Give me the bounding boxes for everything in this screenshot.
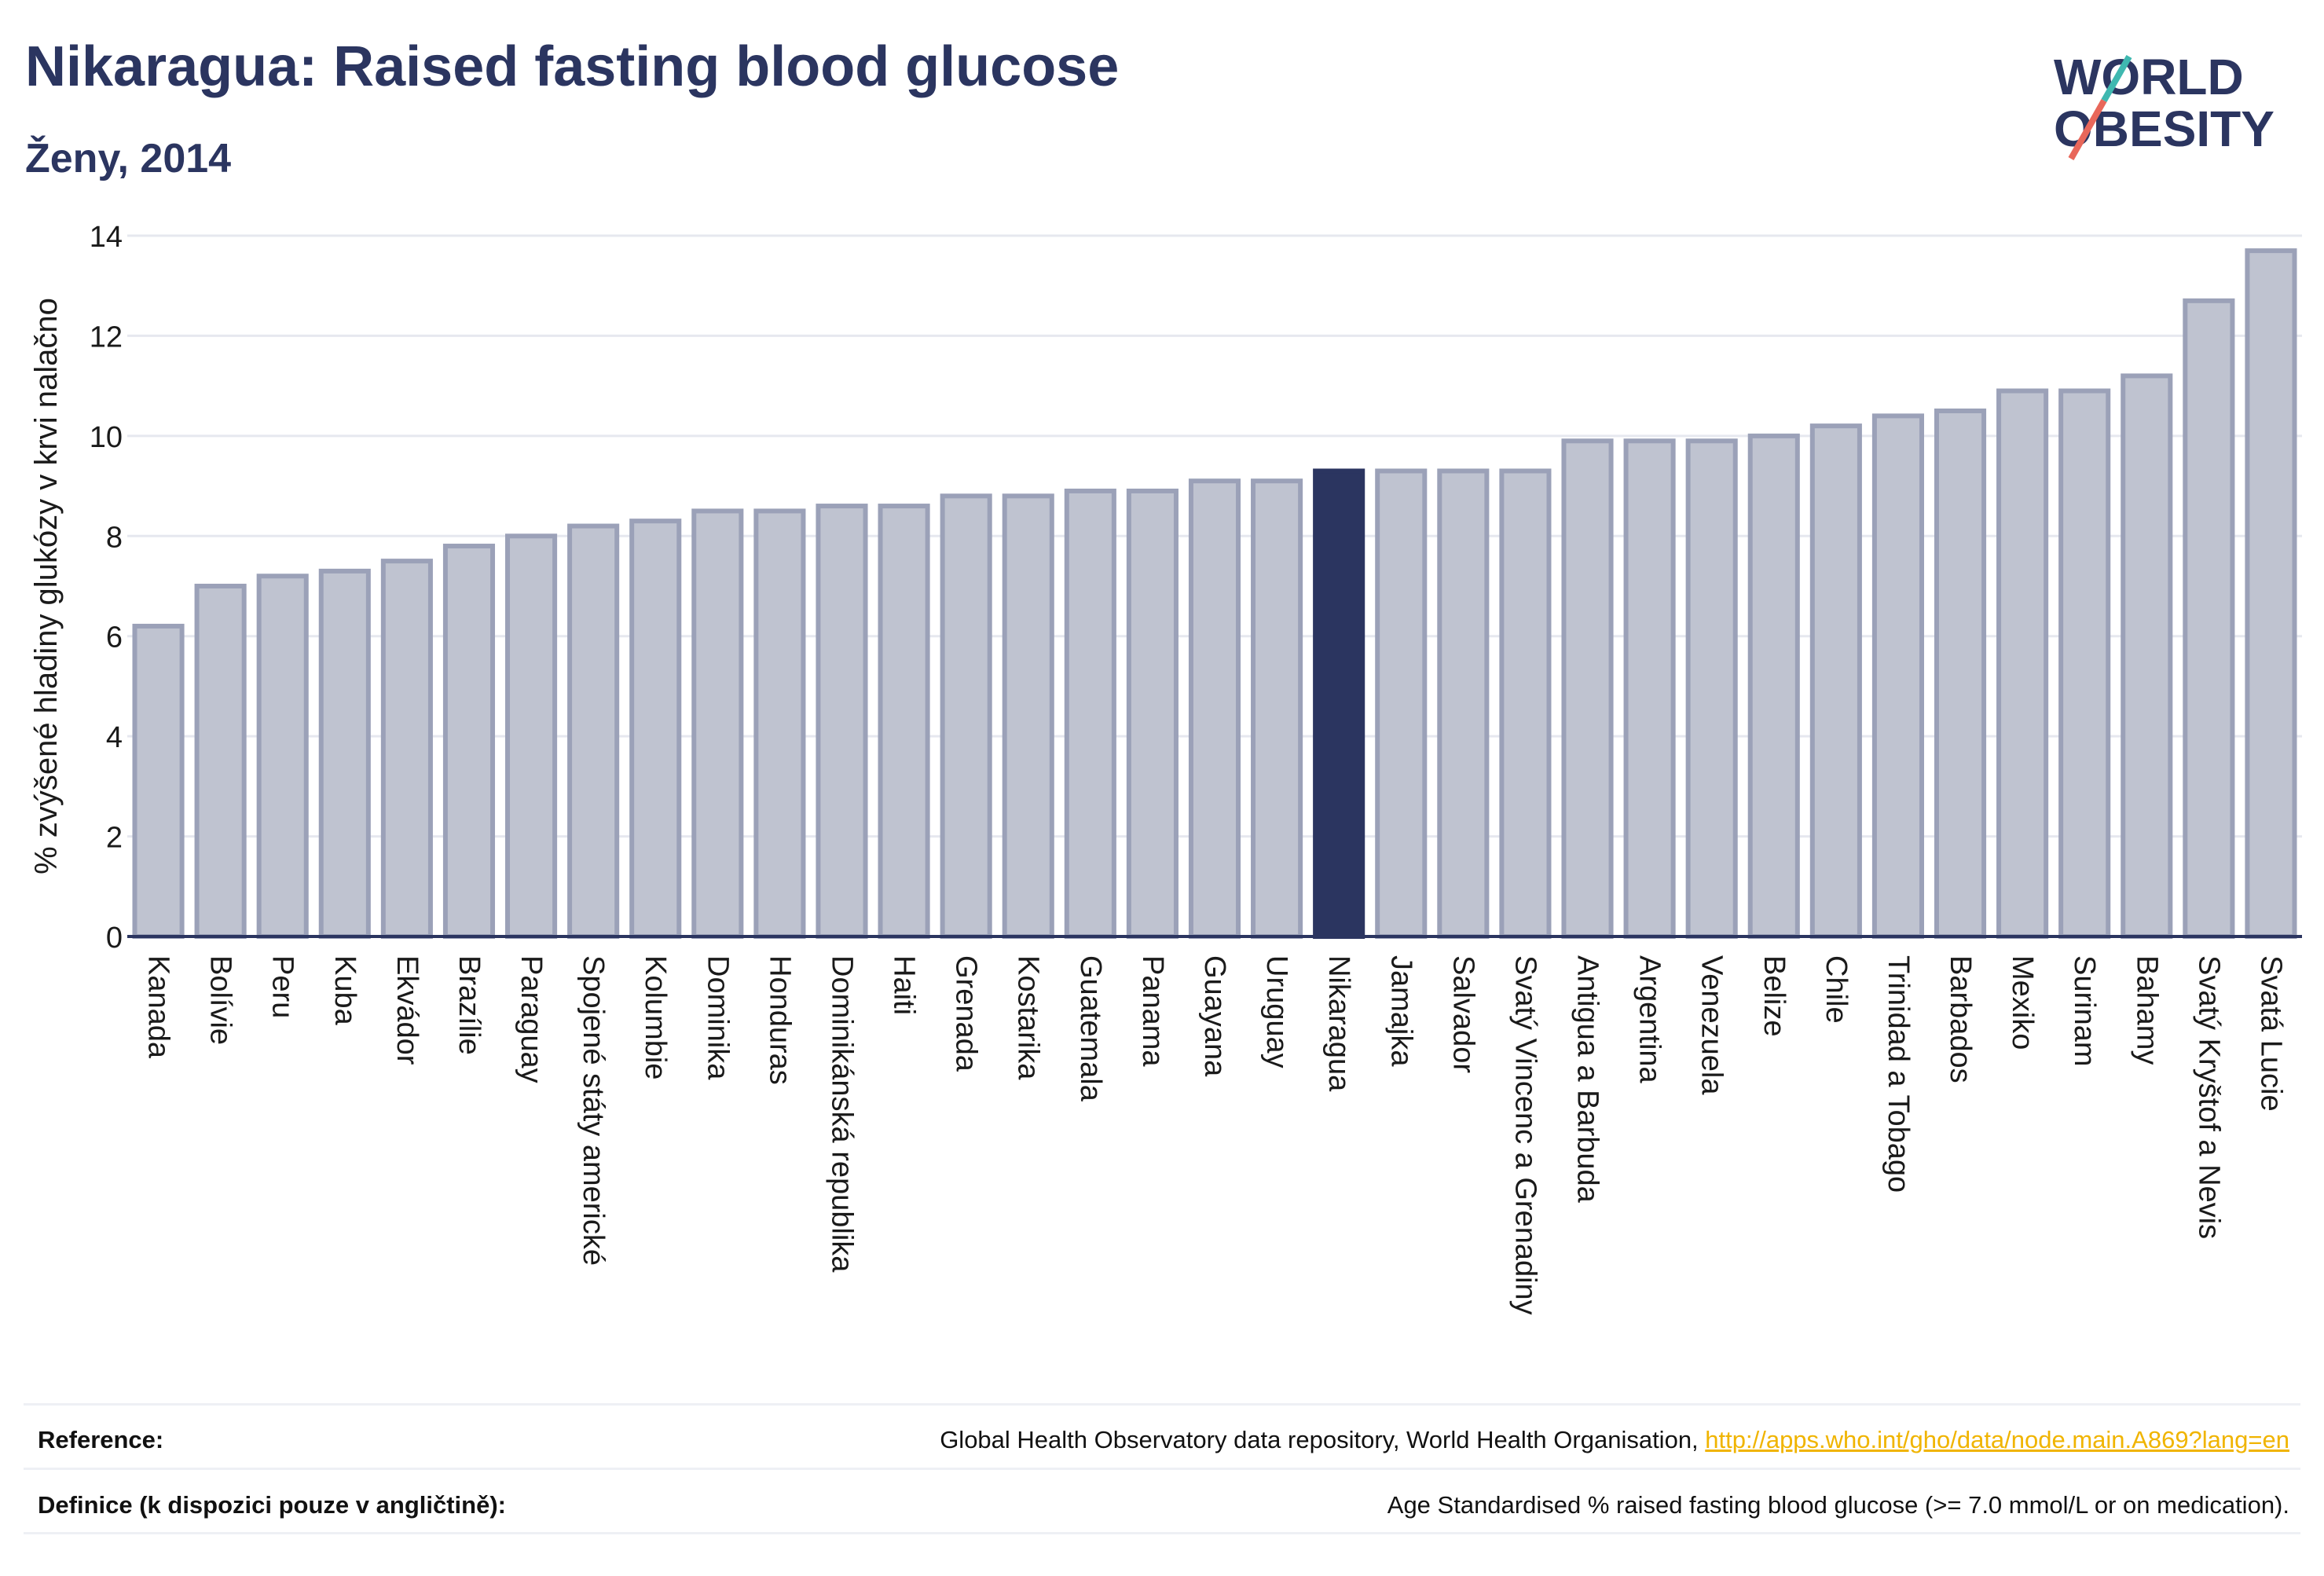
bar: [318, 568, 371, 940]
x-tick-label: Salvador: [1446, 955, 1479, 1073]
bar: [1064, 488, 1116, 939]
bar: [1126, 488, 1178, 939]
bar: [1499, 468, 1552, 939]
x-tick-label: Antigua a Barbuda: [1571, 955, 1604, 1204]
x-tick-label: Kostarika: [1012, 955, 1045, 1080]
y-tick-label: 0: [106, 922, 123, 955]
y-tick-label: 12: [90, 321, 123, 354]
x-tick-label: Paraguay: [515, 955, 548, 1083]
bar: [1809, 423, 1862, 939]
x-tick-label: Guatemala: [1074, 955, 1107, 1102]
x-tick-label: Panama: [1136, 955, 1169, 1067]
bar: [1188, 478, 1241, 939]
x-tick-label: Brazílie: [453, 955, 486, 1055]
bar: [380, 559, 433, 940]
world-obesity-logo: WORLD OBESITY: [2054, 49, 2275, 160]
definition-label: Definice (k dispozici pouze v angličtině…: [38, 1491, 506, 1519]
x-tick-label: Uruguay: [1260, 955, 1293, 1068]
x-tick-label: Honduras: [763, 955, 796, 1085]
x-tick-label: Nikaragua: [1322, 955, 1355, 1092]
y-tick-label: 10: [90, 421, 123, 454]
bar: [1561, 438, 1614, 939]
bar: [256, 574, 309, 939]
bar: [1251, 478, 1303, 939]
y-tick-label: 2: [106, 822, 123, 855]
y-tick-label: 6: [106, 621, 123, 654]
x-tick-label: Svatá Lucie: [2254, 955, 2287, 1112]
bar: [567, 523, 620, 939]
footer-divider-middle: [24, 1468, 2300, 1470]
bar: [816, 504, 868, 939]
x-tick-label: Peru: [266, 955, 299, 1018]
x-tick-label: Kanada: [142, 955, 175, 1059]
x-tick-label: Grenada: [950, 955, 983, 1072]
page-title: Nikaragua: Raised fasting blood glucose: [25, 35, 1120, 98]
x-tick-label: Mexiko: [2006, 955, 2039, 1050]
x-tick-label: Kuba: [328, 955, 361, 1026]
y-tick-label: 14: [90, 221, 123, 254]
definition-text: Age Standardised % raised fasting blood …: [1387, 1491, 2289, 1519]
reference-text: Global Health Observatory data repositor…: [940, 1426, 2289, 1454]
bar: [1996, 388, 2049, 939]
bar: [1747, 433, 1800, 939]
x-tick-label: Dominika: [701, 955, 734, 1080]
x-tick-label: Surinam: [2068, 955, 2101, 1067]
bar: [753, 508, 806, 939]
page-subtitle: Ženy, 2014: [25, 136, 232, 181]
x-tick-label: Kolumbie: [639, 955, 672, 1079]
bar: [1375, 468, 1428, 939]
bar: [194, 584, 247, 939]
bar: [1437, 468, 1490, 939]
bar: [2245, 248, 2297, 940]
bar: [1623, 438, 1676, 939]
logo-line1: WORLD: [2054, 49, 2244, 105]
y-tick-label: 8: [106, 521, 123, 554]
x-tick-label: Haiti: [888, 955, 921, 1015]
bar: [1685, 438, 1738, 939]
reference-label: Reference:: [38, 1426, 164, 1453]
bar: [2183, 298, 2235, 940]
reference-source: Global Health Observatory data repositor…: [940, 1426, 1706, 1453]
x-tick-label: Jamajka: [1384, 955, 1417, 1067]
bar-chart: 0 2 4 6 8 10 12 14 % zvýšené hladiny glukózy v k…: [29, 221, 2302, 1315]
x-tick-label: Venezuela: [1695, 955, 1728, 1095]
x-tick-label: Bolívie: [204, 955, 237, 1045]
x-tick-label: Belize: [1758, 955, 1791, 1037]
bar: [442, 544, 496, 939]
y-axis-label: % zvýšené hladiny glukózy v krvi nalačno: [29, 298, 64, 874]
footer-divider-bottom: [24, 1532, 2300, 1534]
x-tick-label: Guayana: [1198, 955, 1231, 1077]
bar-highlight: [1313, 468, 1365, 939]
x-tick-label: Trinidad a Tobago: [1882, 955, 1915, 1193]
x-tick-label: Svatý Vincenc a Grenadiny: [1508, 955, 1541, 1315]
bar: [505, 533, 558, 939]
x-tick-label: Spojené státy americké: [577, 955, 610, 1266]
bar: [2058, 388, 2111, 939]
bar: [940, 493, 992, 939]
x-tick-label: Svatý Kryštof a Nevis: [2192, 955, 2225, 1239]
bar: [691, 508, 744, 939]
logo-slash-teal: [2101, 55, 2132, 102]
logo-slash-red: [2068, 99, 2107, 160]
bar: [878, 504, 930, 939]
footer-divider-top: [24, 1403, 2300, 1406]
bar: [1934, 409, 1987, 939]
x-tick-label: Barbados: [1944, 955, 1977, 1083]
bar: [629, 519, 682, 939]
bar: [1002, 493, 1054, 939]
x-tick-label: Chile: [1820, 955, 1853, 1024]
x-tick-label: Dominikánská republika: [825, 955, 858, 1273]
y-tick-label: 4: [106, 721, 123, 754]
x-tick-label: Ekvádor: [390, 955, 423, 1065]
bar: [1871, 413, 1924, 939]
bar: [132, 623, 185, 939]
reference-link[interactable]: http://apps.who.int/gho/data/node.main.A…: [1705, 1426, 2289, 1453]
x-tick-label: Bahamy: [2130, 955, 2163, 1065]
x-tick-label: Argentina: [1633, 955, 1666, 1084]
bar: [2121, 373, 2173, 939]
